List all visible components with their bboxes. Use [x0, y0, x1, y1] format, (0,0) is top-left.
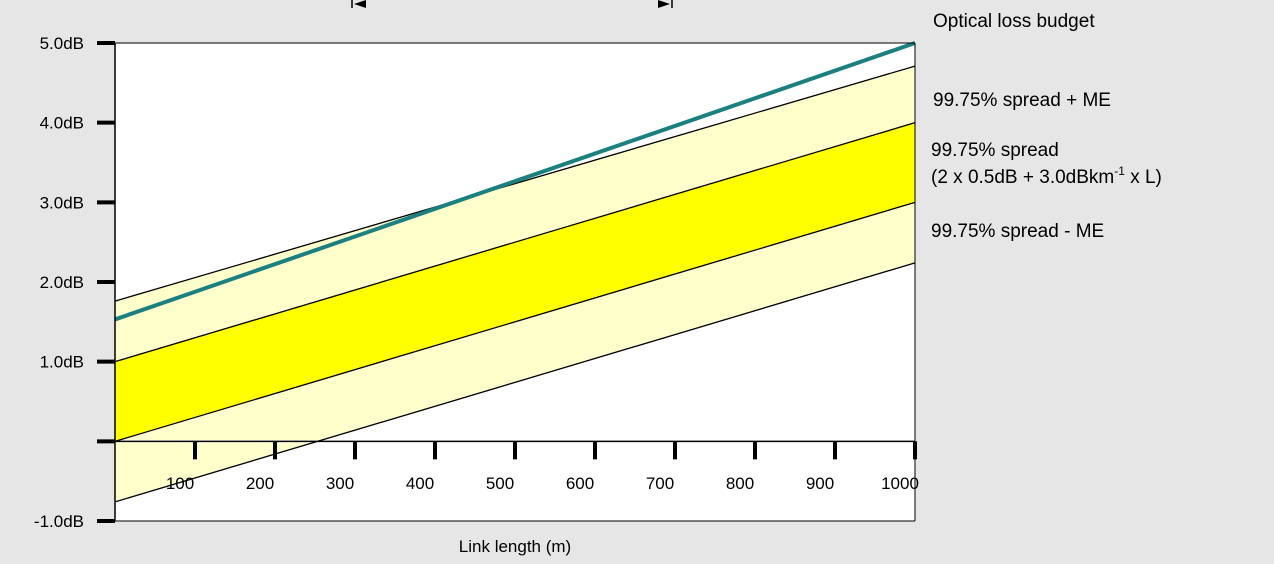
- legend-entry-3-line-0: 99.75% spread - ME: [931, 221, 1104, 242]
- x-axis-title: Link length (m): [459, 537, 571, 556]
- y-tick-label: 5.0dB: [40, 34, 84, 53]
- x-tick-label: 400: [406, 474, 434, 493]
- y-tick-label: 1.0dB: [40, 353, 84, 372]
- x-tick-label: 600: [566, 474, 594, 493]
- legend-entry-1-line-0: 99.75% spread + ME: [933, 90, 1111, 111]
- legend-entry-0-line-0: Optical loss budget: [933, 11, 1095, 32]
- arrow-left-icon: [354, 0, 366, 8]
- x-tick-label: 300: [326, 474, 354, 493]
- series-line-1: [114, 65, 916, 302]
- x-tick-label: 500: [486, 474, 514, 493]
- legend-entry-2-line-0: 99.75% spread: [931, 140, 1059, 161]
- x-tick-label: 1000: [881, 474, 919, 493]
- y-tick-label: -1.0dB: [34, 512, 84, 531]
- series-line-3: [114, 201, 916, 442]
- arrow-right-icon: [658, 0, 670, 8]
- series-line-4: [114, 262, 916, 503]
- series-line-2: [114, 122, 916, 363]
- y-tick-label: 2.0dB: [40, 273, 84, 292]
- band-1: [115, 122, 915, 442]
- series-line-optical-loss-budget: [114, 41, 916, 322]
- x-tick-label: 800: [726, 474, 754, 493]
- x-tick-label: 100: [166, 474, 194, 493]
- y-tick-label: 4.0dB: [40, 114, 84, 133]
- x-tick-label: 200: [246, 474, 274, 493]
- legend-entry-2-line-1: (2 x 0.5dB + 3.0dBkm-1 x L): [931, 164, 1162, 188]
- x-tick-label: 700: [646, 474, 674, 493]
- x-tick-label: 900: [806, 474, 834, 493]
- y-tick-label: 3.0dB: [40, 193, 84, 212]
